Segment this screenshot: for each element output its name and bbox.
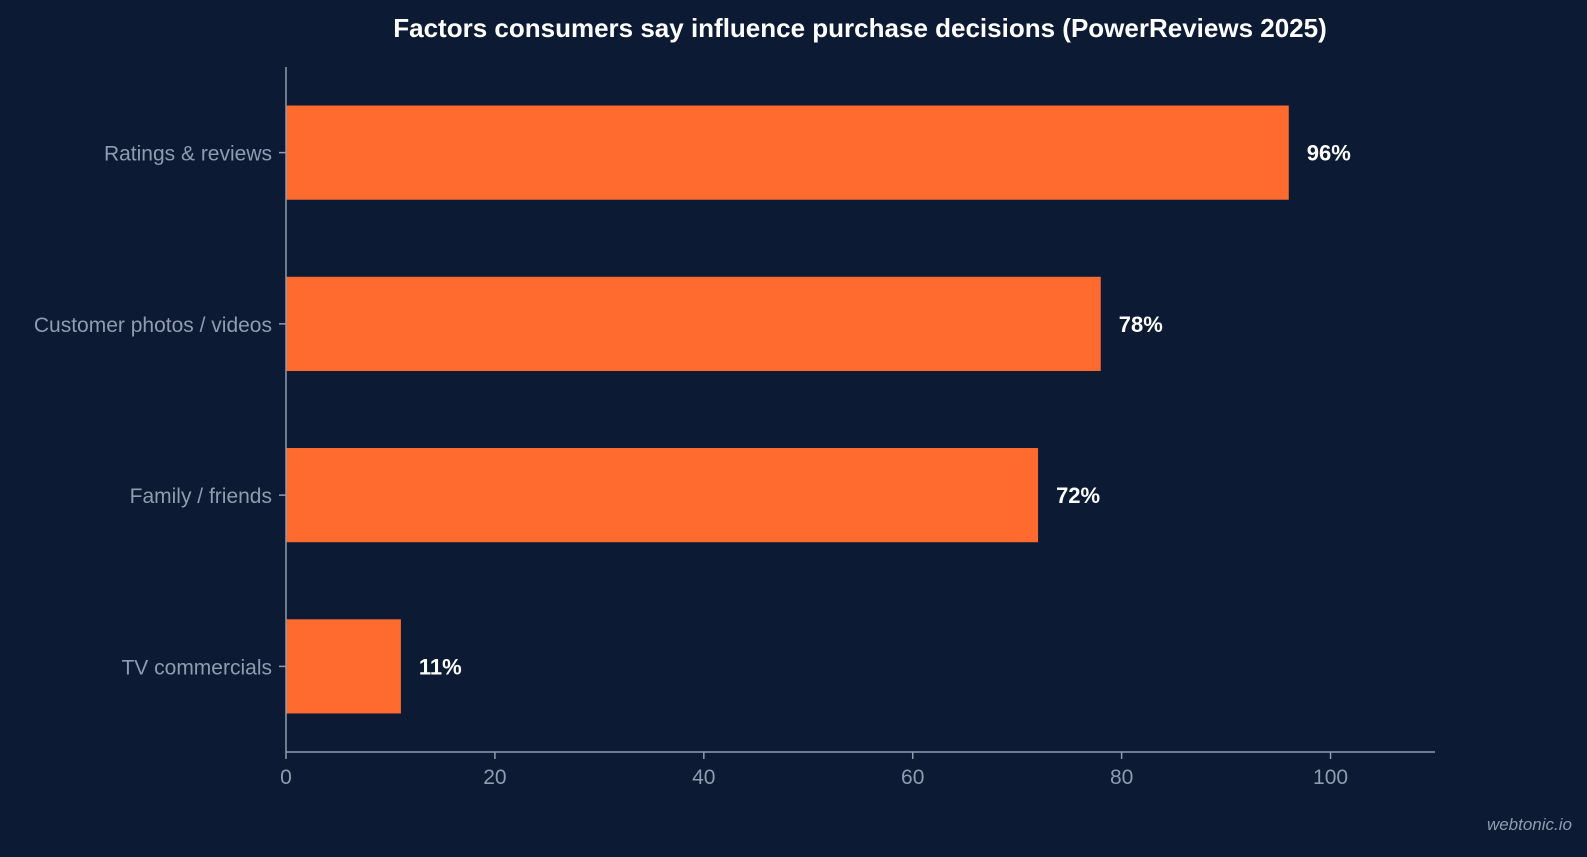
bar-3 — [286, 619, 401, 714]
x-tick-label-3: 60 — [901, 766, 924, 789]
bars-group — [286, 105, 1289, 714]
x-tick-label-4: 80 — [1110, 766, 1133, 789]
bar-1 — [286, 276, 1101, 371]
x-tick-label-1: 20 — [483, 766, 506, 789]
watermark: webtonic.io — [1487, 815, 1572, 834]
category-label-2: Family / friends — [130, 485, 272, 508]
category-label-1: Customer photos / videos — [34, 314, 272, 337]
value-label-0: 96% — [1307, 141, 1351, 166]
value-label-3: 11% — [419, 654, 462, 679]
category-label-3: TV commercials — [121, 656, 272, 679]
x-tick-label-2: 40 — [692, 766, 715, 789]
value-label-2: 72% — [1056, 483, 1100, 508]
labels-group: Ratings & reviews 96% Customer photos / vi… — [34, 141, 1351, 789]
chart-title: Factors consumers say influence purchase… — [393, 13, 1327, 43]
bar-0 — [286, 105, 1289, 200]
axes-group — [279, 67, 1435, 759]
category-label-0: Ratings & reviews — [104, 143, 272, 166]
x-tick-label-5: 100 — [1313, 766, 1348, 789]
value-label-1: 78% — [1119, 312, 1163, 337]
bar-2 — [286, 448, 1039, 543]
x-tick-label-0: 0 — [280, 766, 292, 789]
